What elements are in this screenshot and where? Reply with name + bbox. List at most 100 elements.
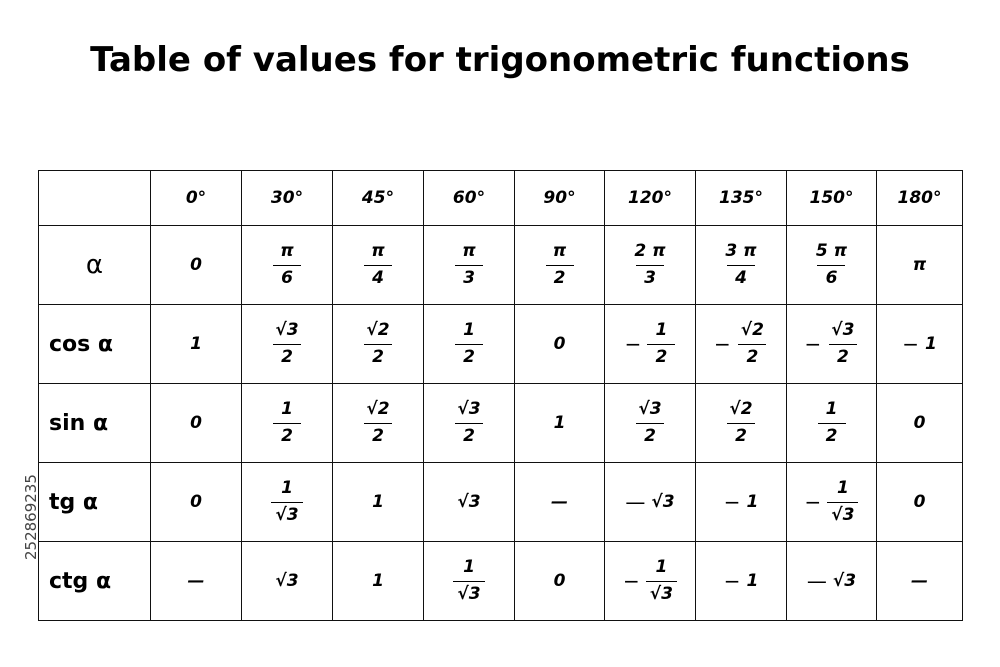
fraction: √3 2: [634, 399, 665, 447]
denominator: 2: [647, 343, 676, 368]
numerator: π: [552, 241, 567, 262]
numerator: 3 π: [725, 241, 757, 262]
value-cell: 0: [150, 225, 242, 305]
fraction: √2 2: [725, 399, 756, 447]
denominator: 2: [635, 422, 664, 447]
value-cell: 0: [514, 304, 605, 384]
column-header: 120°: [604, 170, 696, 226]
denominator: 2: [363, 422, 392, 447]
column-header: 30°: [241, 170, 333, 226]
value: √3: [275, 571, 299, 591]
table-row: sin α 0 1 2 √2 2 √3 2 1 √3 2 √2 2 1 2 0: [38, 383, 963, 463]
numerator: √3: [831, 320, 855, 341]
fraction: √3 2: [271, 320, 302, 368]
cell-content: 1: [554, 413, 566, 433]
cell-content: √2 2: [725, 399, 756, 447]
cell-content: 0: [914, 413, 926, 433]
header-row: 0° 30° 45° 60° 90° 120° 135° 150° 180°: [38, 170, 963, 226]
column-header: 60°: [423, 170, 515, 226]
corner-cell: [38, 170, 151, 226]
sign: −: [723, 490, 741, 514]
fraction: √3 2: [827, 320, 858, 368]
value-cell: 0: [876, 462, 963, 542]
value: √3: [832, 571, 857, 591]
cell-content: √3 2: [271, 320, 302, 368]
value: 1: [746, 492, 759, 512]
column-header: 150°: [786, 170, 877, 226]
value-cell: − √2 2: [695, 304, 787, 384]
cell-content: 0: [554, 334, 566, 354]
cell-content: −1: [724, 569, 759, 593]
numerator: 1: [463, 557, 475, 578]
value-cell: −1 √3: [604, 541, 696, 621]
value: 1: [190, 334, 202, 354]
fraction: 1 √3: [271, 478, 303, 526]
denominator: 2: [817, 422, 846, 447]
value-cell: 1: [514, 383, 605, 463]
trig-table: 0° 30° 45° 60° 90° 120° 135° 150° 180° α 0 π 6 π 4 π 3 π 2…: [38, 170, 963, 621]
table-row: ctg α — √3 1 1 √3 0−1 √3−1— √3—: [38, 541, 963, 621]
sign: —: [806, 569, 827, 593]
numerator: 1: [463, 320, 475, 341]
cell-content: −1 √3: [623, 557, 677, 605]
denominator: 2: [726, 422, 755, 447]
value-cell: — √3: [786, 541, 877, 621]
value-cell: −1 2: [604, 304, 696, 384]
value-cell: 1: [332, 541, 424, 621]
denominator: √3: [453, 580, 485, 605]
value-cell: √3: [241, 541, 333, 621]
denominator: 6: [817, 264, 846, 289]
denominator: 2: [273, 422, 301, 447]
value: π: [912, 255, 927, 275]
value-cell: 1 √3: [241, 462, 333, 542]
numerator: π: [280, 241, 294, 262]
cell-content: —: [551, 492, 568, 512]
sign: −: [714, 332, 731, 356]
value: 0: [913, 413, 926, 433]
value-cell: 1 √3: [423, 541, 515, 621]
title: Table of values for trigonometric functi…: [90, 40, 910, 80]
cell-content: √3: [275, 571, 298, 591]
sign: −: [624, 332, 642, 356]
value-cell: 0: [876, 383, 963, 463]
numerator: √3: [457, 399, 481, 420]
row-label: cos α: [38, 304, 151, 384]
value-cell: — √3: [604, 462, 696, 542]
value-cell: √3: [423, 462, 515, 542]
cell-content: 0: [190, 492, 202, 512]
numerator: 1: [836, 478, 849, 499]
row-label: α: [38, 225, 151, 305]
sign: −: [723, 569, 741, 593]
table-row: tg α 0 1 √3 1 √3— — √3−1−1 √3 0: [38, 462, 963, 542]
value: √3: [457, 492, 481, 512]
cell-content: 1 √3: [453, 557, 485, 605]
value: 0: [913, 492, 926, 512]
denominator: 4: [726, 264, 755, 289]
cell-content: 1: [372, 492, 384, 512]
value: —: [187, 571, 205, 591]
numerator: 5 π: [815, 241, 848, 262]
denominator: 2: [272, 343, 301, 368]
denominator: 3: [635, 264, 664, 289]
fraction: 1 √3: [645, 557, 677, 605]
denominator: 4: [364, 264, 392, 289]
value-cell: 1: [150, 304, 242, 384]
value: 0: [190, 255, 202, 275]
value: 1: [553, 413, 566, 433]
